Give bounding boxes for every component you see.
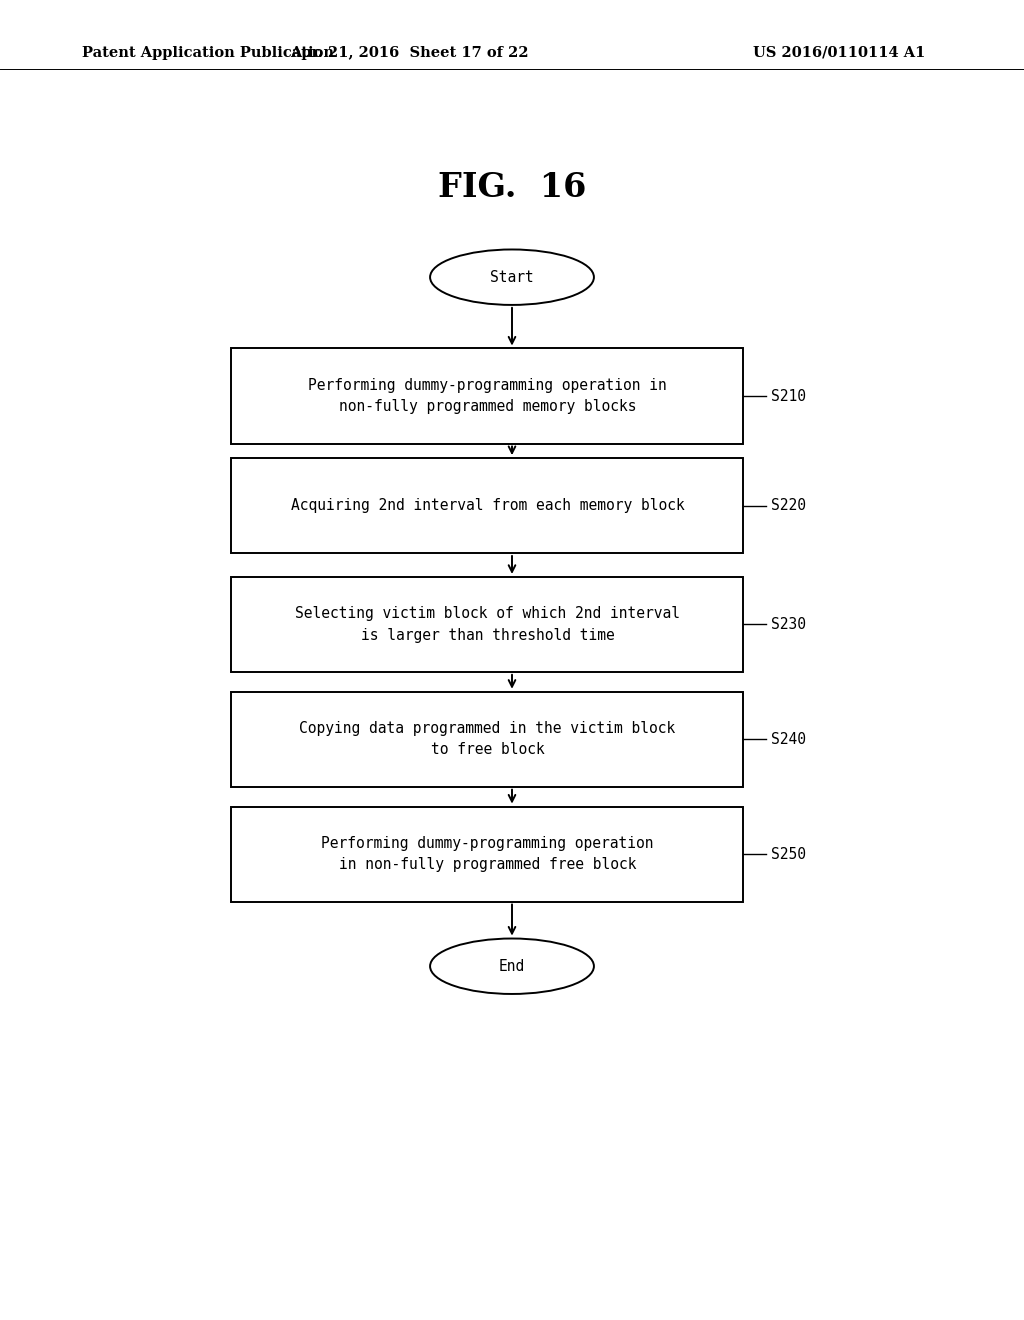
Bar (231, 458, 743, 553)
Text: End: End (499, 958, 525, 974)
Text: Start: Start (490, 269, 534, 285)
Text: FIG.  16: FIG. 16 (438, 172, 586, 205)
Text: Performing dummy-programming operation
in non-fully programmed free block: Performing dummy-programming operation i… (322, 836, 653, 873)
Text: S240: S240 (771, 731, 806, 747)
Bar (231, 577, 743, 672)
Text: S210: S210 (771, 388, 806, 404)
Bar (231, 692, 743, 787)
Bar (231, 348, 743, 444)
Ellipse shape (430, 939, 594, 994)
Text: Performing dummy-programming operation in
non-fully programmed memory blocks: Performing dummy-programming operation i… (308, 378, 667, 414)
Text: Selecting victim block of which 2nd interval
is larger than threshold time: Selecting victim block of which 2nd inte… (295, 606, 680, 643)
Text: S250: S250 (771, 846, 806, 862)
Text: Patent Application Publication: Patent Application Publication (82, 46, 334, 59)
Text: US 2016/0110114 A1: US 2016/0110114 A1 (754, 46, 926, 59)
Text: Acquiring 2nd interval from each memory block: Acquiring 2nd interval from each memory … (291, 498, 684, 513)
Bar (231, 807, 743, 902)
Text: Apr. 21, 2016  Sheet 17 of 22: Apr. 21, 2016 Sheet 17 of 22 (290, 46, 529, 59)
Ellipse shape (430, 249, 594, 305)
Text: Copying data programmed in the victim block
to free block: Copying data programmed in the victim bl… (299, 721, 676, 758)
Text: S220: S220 (771, 498, 806, 513)
Text: S230: S230 (771, 616, 806, 632)
